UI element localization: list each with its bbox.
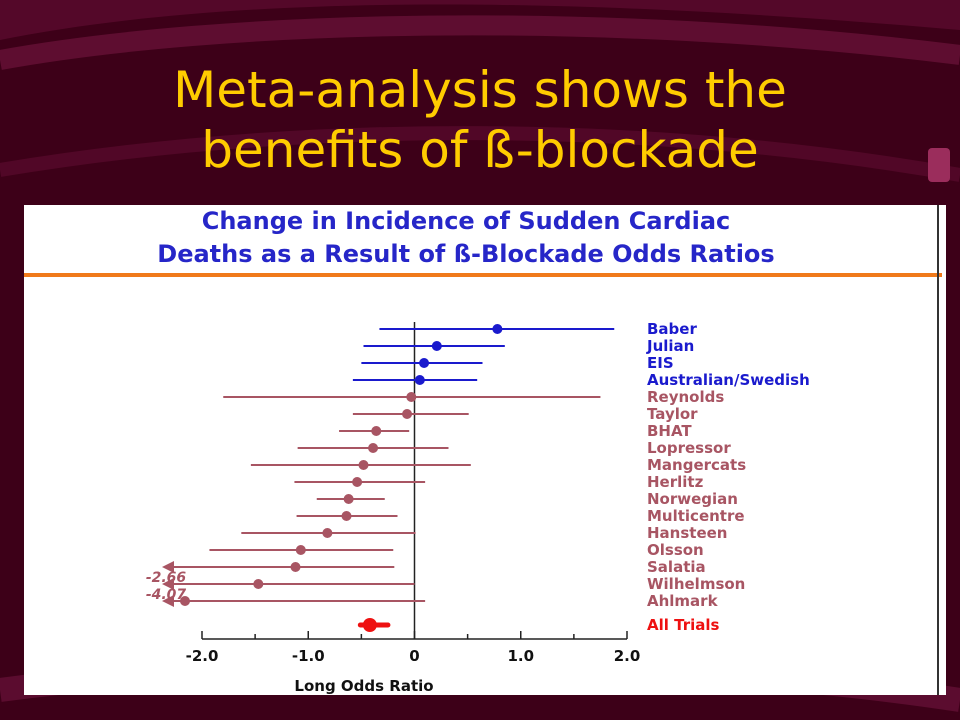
study-label: Salatia bbox=[647, 558, 706, 576]
study-label: Reynolds bbox=[647, 388, 724, 406]
point-estimate bbox=[343, 494, 354, 504]
study-label: Ahlmark bbox=[647, 592, 719, 610]
ci-overflow-arrow bbox=[162, 561, 174, 573]
study-label: Taylor bbox=[647, 405, 698, 423]
x-axis-label: Long Odds Ratio bbox=[294, 677, 433, 695]
chart-panel: Change in Incidence of Sudden Cardiac De… bbox=[24, 205, 946, 695]
study-label: Baber bbox=[647, 320, 697, 338]
study-label: Julian bbox=[646, 337, 694, 355]
ci-lower-bound-label: -4.07 bbox=[146, 587, 187, 603]
study-label: Australian/Swedish bbox=[647, 371, 810, 389]
point-estimate bbox=[322, 528, 333, 538]
x-tick-label: 1.0 bbox=[507, 647, 534, 665]
ci-lower-bound-label: -2.66 bbox=[146, 570, 187, 586]
plot-area: BaberJulianEISAustralian/SwedishReynolds… bbox=[146, 320, 810, 665]
point-estimate bbox=[358, 460, 369, 470]
x-tick-label: -2.0 bbox=[186, 647, 219, 665]
point-estimate bbox=[253, 579, 264, 589]
pooled-estimate bbox=[362, 618, 377, 632]
point-estimate bbox=[352, 477, 363, 487]
point-estimate bbox=[402, 409, 413, 419]
slide-title: Meta-analysis shows the benefits of ß-bl… bbox=[0, 60, 960, 180]
x-tick-label: 2.0 bbox=[614, 647, 641, 665]
study-label: Wilhelmson bbox=[647, 575, 745, 593]
chart-title-line-1: Change in Incidence of Sudden Cardiac bbox=[202, 207, 731, 235]
study-label: Herlitz bbox=[647, 473, 704, 491]
study-label: Hansteen bbox=[647, 524, 727, 542]
x-tick-label: 0 bbox=[409, 647, 419, 665]
study-label: Olsson bbox=[647, 541, 704, 559]
ci-overflow-arrow bbox=[162, 578, 174, 590]
point-estimate bbox=[492, 324, 503, 334]
pooled-label: All Trials bbox=[647, 616, 720, 634]
point-estimate bbox=[368, 443, 379, 453]
study-label: BHAT bbox=[647, 422, 692, 440]
point-estimate bbox=[431, 341, 442, 351]
x-tick-label: -1.0 bbox=[292, 647, 325, 665]
study-label: EIS bbox=[647, 354, 674, 372]
study-label: Mangercats bbox=[647, 456, 746, 474]
point-estimate bbox=[406, 392, 417, 402]
slide-title-line-1: Meta-analysis shows the bbox=[173, 61, 787, 119]
study-label: Norwegian bbox=[647, 490, 738, 508]
study-label: Lopressor bbox=[647, 439, 731, 457]
study-label: Multicentre bbox=[647, 507, 745, 525]
point-estimate bbox=[180, 596, 190, 606]
chart-title-line-2: Deaths as a Result of ß-Blockade Odds Ra… bbox=[157, 240, 774, 268]
point-estimate bbox=[341, 511, 352, 521]
forest-plot: Change in Incidence of Sudden Cardiac De… bbox=[24, 205, 942, 695]
point-estimate bbox=[371, 426, 382, 436]
slide-accent-block bbox=[928, 148, 950, 182]
point-estimate bbox=[290, 562, 301, 572]
point-estimate bbox=[419, 358, 430, 368]
slide-title-line-2: benefits of ß-blockade bbox=[201, 121, 759, 179]
ci-overflow-arrow bbox=[162, 595, 174, 607]
point-estimate bbox=[295, 545, 306, 555]
point-estimate bbox=[414, 375, 425, 385]
